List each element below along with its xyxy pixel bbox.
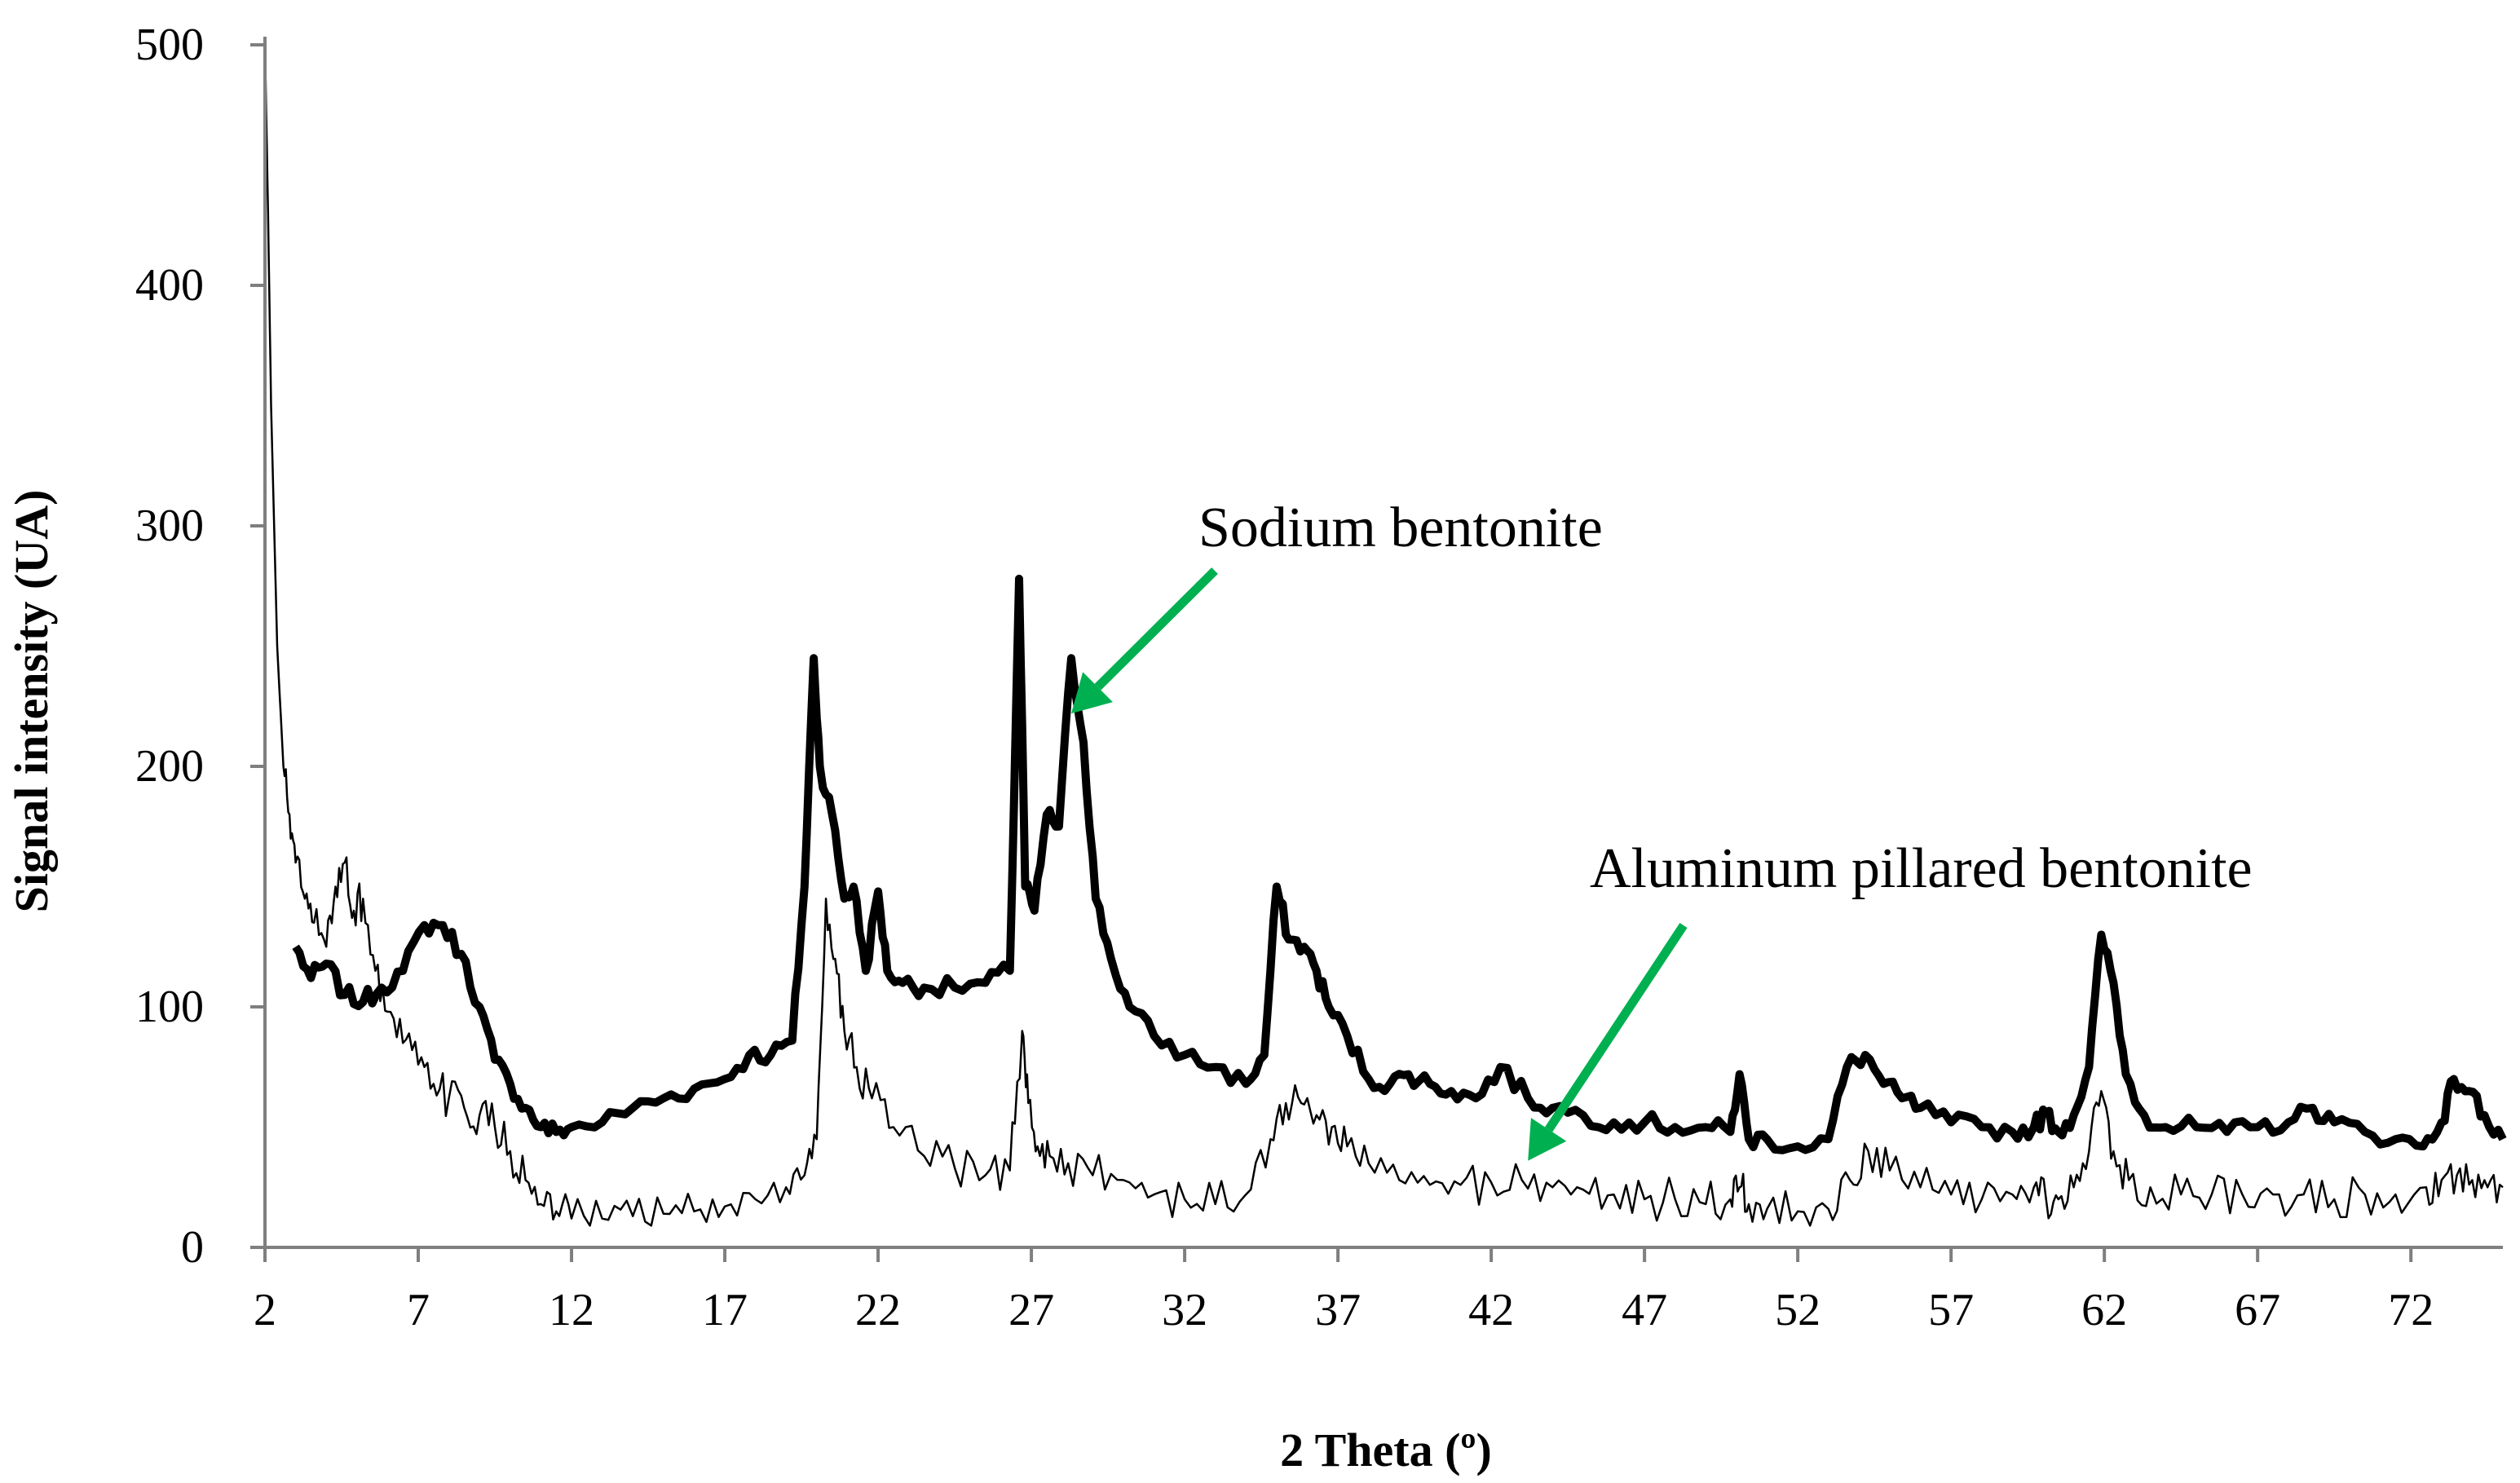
x-tick-label: 22 [855,1285,901,1335]
y-tick-label: 300 [135,501,204,551]
y-ticks: 0 100 200 300 400 500 [135,20,265,1273]
x-tick-label: 32 [1162,1285,1207,1335]
series-line-thick [292,574,2507,1154]
annotation-aluminum-pillared-bentonite: Aluminum pillared bentonite [1590,837,2253,900]
annotation-arrow-shaft [1544,922,1688,1132]
x-axis-title: 2 Theta (º) [1280,1423,1492,1476]
series-line-thin [263,44,2504,1227]
y-tick-label: 200 [135,741,204,792]
x-tick-label: 7 [407,1285,430,1335]
y-tick-label: 400 [135,260,204,311]
y-tick-label: 500 [135,20,204,70]
annotation-arrow-head [1528,1118,1567,1161]
x-tick-label: 62 [2081,1285,2127,1335]
annotation-arrow-shaft [1094,567,1218,691]
annotations: Sodium bentonite Aluminum pillared bento… [1071,497,2253,1161]
y-tick-label: 100 [135,982,204,1032]
x-tick-label: 37 [1315,1285,1361,1335]
y-tick-label: 0 [181,1222,204,1273]
annotation-sodium-bentonite: Sodium bentonite [1198,497,1603,559]
y-axis-title: Signal intensity (UA) [5,490,58,913]
x-tick-label: 47 [1622,1285,1667,1335]
x-tick-label: 42 [1468,1285,1514,1335]
x-tick-label: 57 [1928,1285,1974,1335]
x-tick-label: 52 [1775,1285,1820,1335]
x-tick-label: 72 [2388,1285,2434,1335]
x-ticks: 2 7 12 17 22 27 32 37 42 47 52 57 62 67 72 [254,1247,2434,1335]
x-tick-label: 27 [1008,1285,1054,1335]
annotation-arrow-head [1071,672,1113,714]
plot-area [263,44,2507,1227]
x-tick-label: 17 [702,1285,748,1335]
x-tick-label: 12 [549,1285,594,1335]
x-tick-label: 2 [254,1285,276,1335]
x-tick-label: 67 [2235,1285,2280,1335]
